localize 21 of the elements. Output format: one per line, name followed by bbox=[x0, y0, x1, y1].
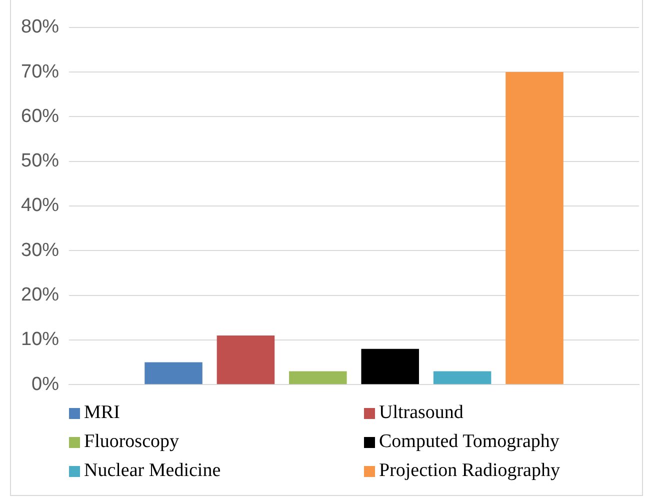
bar bbox=[361, 348, 419, 384]
legend-label: Fluoroscopy bbox=[84, 431, 179, 453]
y-tick-label: 10% bbox=[20, 329, 60, 350]
bar bbox=[144, 362, 202, 384]
bar bbox=[289, 371, 347, 384]
y-tick-label: 60% bbox=[20, 106, 60, 127]
y-tick-label: 0% bbox=[32, 374, 60, 395]
y-tick-label: 80% bbox=[20, 16, 60, 38]
legend-label: MRI bbox=[84, 402, 120, 424]
legend-label: Nuclear Medicine bbox=[84, 460, 221, 482]
legend-label: Ultrasound bbox=[379, 402, 464, 424]
bar bbox=[506, 72, 564, 384]
legend-label: Projection Radiography bbox=[379, 460, 560, 482]
y-tick-label: 40% bbox=[20, 195, 60, 216]
y-tick-label: 30% bbox=[20, 240, 60, 261]
y-tick-label: 50% bbox=[20, 150, 60, 172]
legend-label: Computed Tomography bbox=[379, 431, 560, 453]
y-tick-label: 20% bbox=[20, 284, 60, 306]
y-tick-label: 70% bbox=[20, 61, 60, 82]
bar bbox=[433, 371, 492, 384]
bar bbox=[216, 335, 275, 384]
